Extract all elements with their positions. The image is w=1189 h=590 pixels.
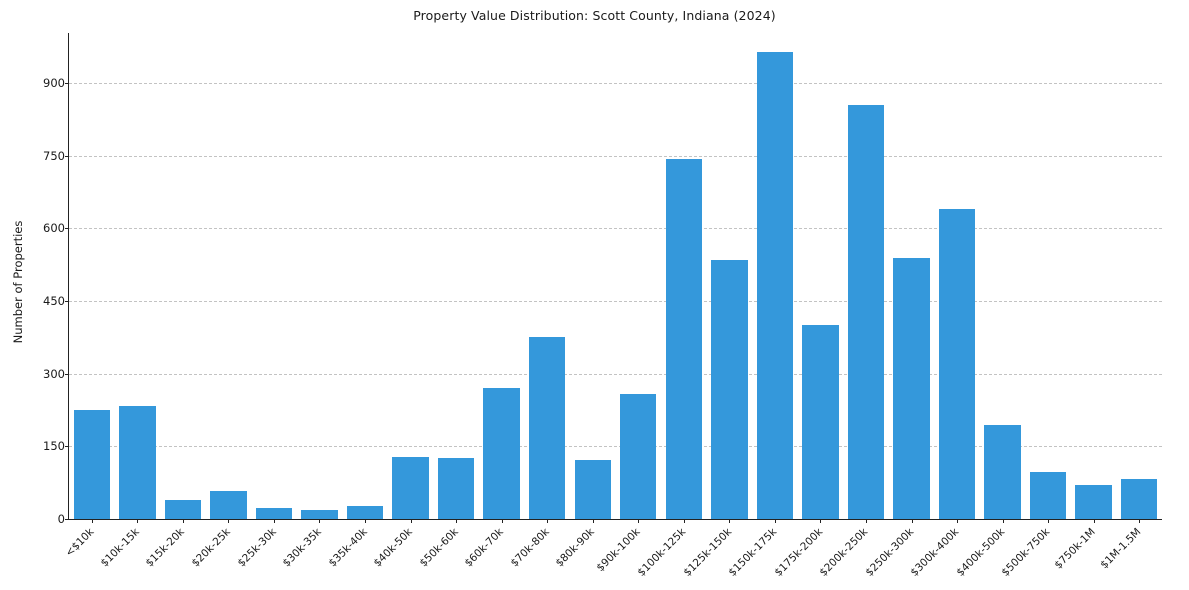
bar (210, 491, 247, 519)
x-axis-tick-label: $30k-35k (280, 526, 324, 570)
bar (1121, 479, 1158, 519)
y-axis-tick-label: 0 (57, 512, 65, 526)
x-axis-tick-label: $10k-15k (98, 526, 142, 570)
y-axis-tick-label: 150 (43, 439, 65, 454)
y-axis-tick-mark (65, 228, 69, 230)
x-axis-tick-mark (592, 519, 594, 523)
x-axis-tick-mark (774, 519, 776, 523)
bar (756, 52, 794, 519)
x-axis-tick-mark (1139, 519, 1141, 523)
bars-layer: <$10k $10k-15k $15k-20k $20k-25k $25k-30k $30… (63, 33, 1162, 579)
bar (574, 459, 611, 519)
x-axis-tick-label: $100k-125k (635, 526, 689, 579)
x-axis-tick-label: $50k-60k (417, 526, 461, 570)
y-axis-label: Number of Properties (11, 220, 25, 344)
bar (1075, 484, 1112, 519)
x-axis-tick-label: $750k-1M (1052, 526, 1099, 572)
bar (802, 325, 839, 519)
y-axis-tick-label: 300 (43, 366, 65, 381)
x-axis-tick-mark (820, 519, 822, 523)
x-axis-tick-label: $35k-40k (326, 526, 370, 570)
x-axis-tick-mark (91, 519, 93, 523)
x-axis-tick-mark (273, 519, 275, 523)
x-axis-tick-label: $90k-100k (594, 526, 643, 575)
bar (255, 508, 293, 519)
y-axis-tick-label: 450 (43, 293, 65, 308)
gridlines-layer: 0 150 300 450 600 750 900 (43, 33, 1162, 526)
y-axis-tick-mark (65, 446, 69, 448)
chart-title: Property Value Distribution: Scott Count… (413, 8, 776, 23)
x-axis-tick-label: $40k-50k (371, 526, 416, 570)
bar (301, 510, 338, 519)
bar (847, 105, 885, 519)
y-axis-tick-mark (65, 82, 69, 84)
x-axis-tick-mark (501, 519, 503, 523)
x-axis-tick-mark (1002, 519, 1004, 523)
x-axis-tick-mark (228, 519, 230, 523)
gridline (69, 300, 1162, 302)
x-axis-tick-label: $1M-1.5M (1098, 526, 1144, 572)
x-axis-tick-mark (182, 519, 184, 523)
bar (938, 209, 976, 519)
bar (437, 458, 475, 519)
gridline (69, 446, 1162, 448)
x-axis-tick-mark (729, 519, 731, 523)
y-axis-tick-mark (65, 519, 69, 520)
x-axis-tick-label: $70k-80k (508, 526, 552, 570)
bar (984, 425, 1021, 519)
x-axis-tick-mark (456, 519, 458, 523)
bar (346, 506, 384, 519)
gridline (69, 373, 1162, 375)
plot-area: 0 150 300 450 600 750 900 <$10k $10k-15k $15k-20… (43, 33, 1162, 579)
x-axis-tick-label: $15k-20k (143, 526, 188, 570)
x-axis-tick-mark (365, 519, 367, 523)
bar (1029, 471, 1067, 519)
bar (528, 337, 566, 519)
bar (73, 409, 110, 519)
x-axis-tick-mark (683, 519, 685, 523)
x-axis-tick-label: $25k-30k (235, 526, 279, 570)
bar (483, 388, 520, 519)
x-axis-tick-label: $125k-150k (680, 526, 734, 579)
x-axis-tick-mark (137, 519, 139, 523)
bar (665, 158, 703, 519)
x-axis-tick-mark (957, 519, 959, 523)
x-axis-tick-label: $60k-70k (462, 526, 507, 570)
bar (119, 405, 156, 519)
x-axis-tick-mark (410, 519, 412, 523)
y-axis-tick-label: 600 (43, 221, 65, 236)
x-axis-tick-mark (547, 519, 549, 523)
x-axis-tick-label: $80k-90k (553, 526, 598, 570)
gridline (69, 228, 1162, 230)
bar (620, 393, 657, 519)
bar (392, 457, 429, 519)
x-axis-tick-mark (911, 519, 913, 523)
y-axis-tick-mark (65, 373, 69, 375)
gridline (69, 155, 1162, 157)
gridline (69, 82, 1162, 84)
x-axis-tick-label: $20k-25k (189, 526, 233, 570)
x-axis-tick-mark (865, 519, 867, 523)
x-axis-tick-mark (1093, 519, 1095, 523)
y-axis-tick-mark (65, 300, 69, 302)
x-axis-tick-mark (638, 519, 640, 523)
x-axis-tick-mark (319, 519, 321, 523)
bar (711, 260, 748, 519)
bar (164, 499, 202, 519)
y-axis-tick-label: 900 (43, 75, 65, 90)
bar (893, 258, 930, 519)
y-axis-tick-mark (65, 155, 69, 157)
y-axis-tick-label: 750 (43, 148, 65, 163)
x-axis-tick-mark (1048, 519, 1050, 523)
x-axis-tick-label: <$10k (63, 526, 97, 560)
